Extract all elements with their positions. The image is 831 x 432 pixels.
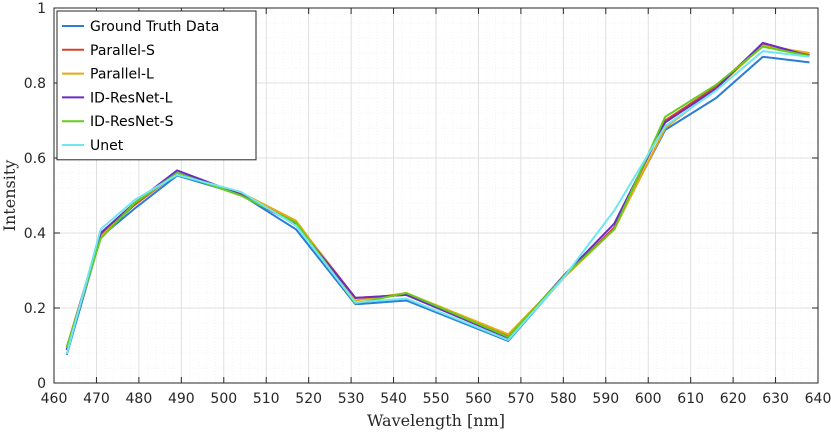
x-tick-labels: 460 470 480 490 500 510 520 530 540 550 560 570 580 5… bbox=[41, 391, 831, 407]
x-tick-label: 480 bbox=[126, 391, 153, 407]
x-tick-label: 560 bbox=[465, 391, 492, 407]
y-tick-label: 1 bbox=[37, 1, 46, 17]
series-line-id-resnet-s bbox=[65, 45, 810, 348]
x-tick-label: 460 bbox=[41, 391, 68, 407]
series-line-ground-truth-data bbox=[65, 55, 810, 356]
x-tick-label: 550 bbox=[423, 391, 450, 407]
legend-label: Unet bbox=[90, 138, 124, 154]
y-tick-label: 0.2 bbox=[24, 301, 46, 317]
x-tick-label: 590 bbox=[592, 391, 619, 407]
x-tick-label: 500 bbox=[210, 391, 237, 407]
x-tick-label: 610 bbox=[677, 391, 704, 407]
y-tick-label: 0 bbox=[37, 376, 46, 392]
x-tick-label: 570 bbox=[508, 391, 535, 407]
x-tick-label: 470 bbox=[83, 391, 110, 407]
x-tick-label: 600 bbox=[635, 391, 662, 407]
x-tick-label: 520 bbox=[295, 391, 322, 407]
legend-label: ID-ResNet-S bbox=[90, 114, 174, 130]
series-layer bbox=[65, 41, 810, 356]
y-tick-label: 0.8 bbox=[24, 76, 46, 92]
legend-label: Parallel-L bbox=[90, 67, 154, 83]
x-tick-label: 490 bbox=[168, 391, 195, 407]
x-tick-label: 620 bbox=[720, 391, 747, 407]
x-axis-label: Wavelength [nm] bbox=[367, 411, 505, 430]
x-tick-label: 540 bbox=[380, 391, 407, 407]
x-tick-label: 580 bbox=[550, 391, 577, 407]
legend-label: ID-ResNet-L bbox=[90, 90, 173, 106]
x-tick-label: 640 bbox=[805, 391, 831, 407]
y-tick-label: 0.6 bbox=[24, 151, 46, 167]
x-tick-label: 630 bbox=[762, 391, 789, 407]
y-tick-labels: 0 0.2 0.4 0.6 0.8 1 bbox=[24, 1, 46, 392]
legend: Ground Truth Data Parallel-S Parallel-L ID-… bbox=[56, 10, 257, 161]
y-axis-label: Intensity bbox=[0, 160, 19, 232]
series-line-unet bbox=[65, 50, 810, 355]
legend-label: Ground Truth Data bbox=[90, 19, 219, 35]
legend-label: Parallel-S bbox=[90, 43, 155, 59]
y-tick-label: 0.4 bbox=[24, 226, 46, 242]
x-tick-label: 530 bbox=[338, 391, 365, 407]
x-tick-label: 510 bbox=[253, 391, 280, 407]
legend-box bbox=[56, 10, 257, 161]
